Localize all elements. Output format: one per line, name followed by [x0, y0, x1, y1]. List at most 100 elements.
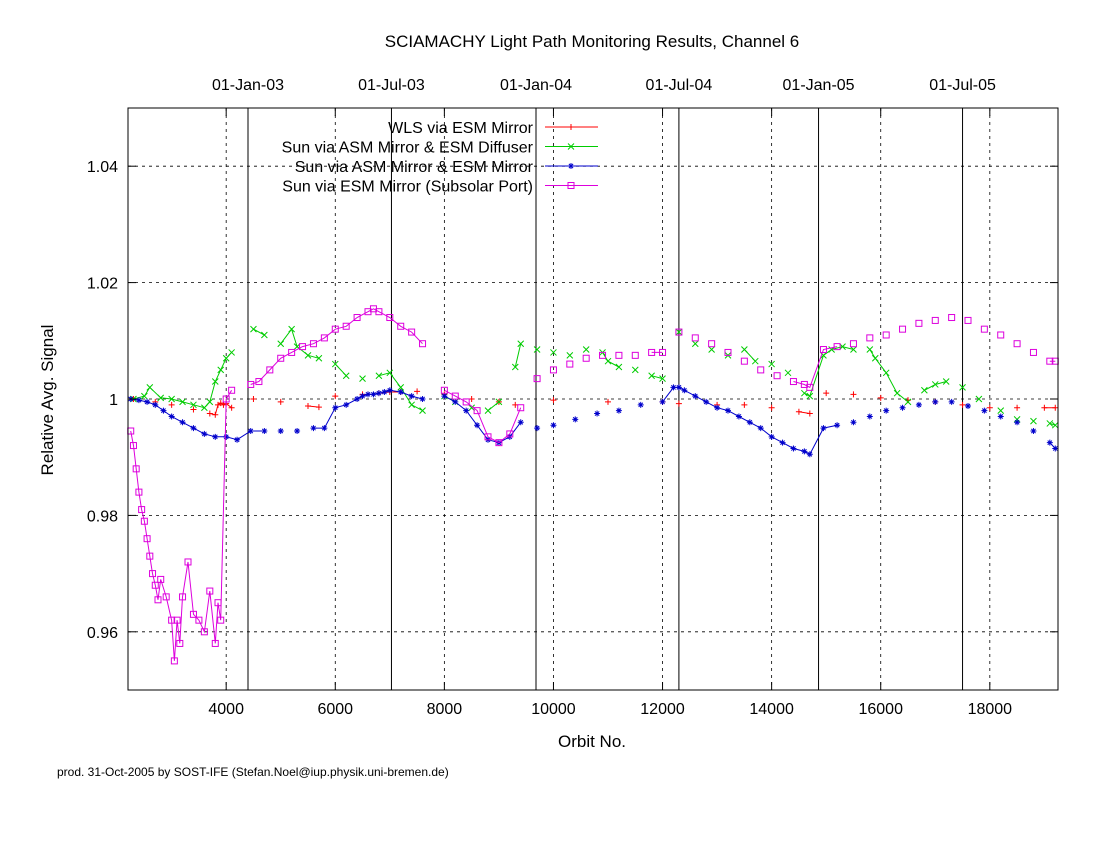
data-point	[740, 357, 748, 365]
data-point	[222, 395, 230, 403]
data-point	[463, 407, 470, 414]
data-point	[1046, 420, 1054, 427]
series-layer	[127, 305, 1059, 665]
data-point	[222, 354, 230, 362]
data-point	[751, 357, 759, 365]
data-point	[757, 425, 764, 432]
data-point	[408, 328, 416, 336]
data-point	[143, 535, 151, 543]
data-point	[375, 308, 383, 316]
data-point	[170, 657, 178, 665]
footer-credit: prod. 31-Oct-2005 by SOST-IFE (Stefan.No…	[57, 765, 449, 779]
data-point	[866, 346, 874, 353]
data-point	[440, 386, 448, 394]
data-point	[725, 407, 731, 414]
data-point	[201, 404, 208, 412]
data-point	[594, 410, 601, 417]
data-point	[365, 391, 371, 398]
data-point	[173, 616, 181, 624]
y-tick-label: 1.04	[87, 159, 118, 176]
data-point	[506, 430, 514, 438]
data-point	[877, 394, 884, 401]
data-point	[451, 392, 459, 400]
data-point	[850, 346, 857, 353]
data-point	[162, 593, 170, 601]
data-point	[1029, 348, 1037, 356]
x-tick-label: 6000	[317, 701, 353, 718]
legend-marker	[568, 124, 574, 130]
x-tick-label: 18000	[968, 701, 1013, 718]
data-point	[342, 372, 350, 380]
data-point	[850, 391, 857, 398]
data-point	[331, 360, 339, 368]
data-point	[964, 316, 972, 324]
data-point	[823, 390, 830, 397]
data-point	[168, 616, 176, 624]
data-point	[157, 575, 165, 583]
data-point	[151, 581, 159, 589]
data-point	[354, 396, 361, 402]
legend-label: Sun via ESM Mirror (Subsolar Port)	[282, 179, 533, 196]
data-point	[980, 325, 988, 333]
data-point	[883, 407, 890, 414]
data-point	[419, 396, 426, 402]
series-line	[130, 308, 1056, 661]
data-point	[549, 366, 557, 374]
data-point	[648, 348, 656, 356]
data-point	[234, 436, 241, 443]
x-axis-label: Orbit No.	[558, 732, 626, 751]
data-point	[691, 334, 699, 342]
series-group	[127, 305, 1059, 665]
data-point	[146, 384, 154, 391]
data-point	[190, 406, 197, 413]
data-point	[331, 325, 339, 333]
data-point	[305, 402, 311, 409]
data-point	[806, 451, 813, 458]
data-point	[277, 354, 285, 362]
data-point	[959, 384, 966, 391]
data-point	[1030, 417, 1037, 425]
data-point	[206, 587, 214, 595]
data-point	[795, 408, 802, 415]
data-point	[648, 372, 655, 380]
data-point	[915, 401, 922, 408]
data-point	[882, 369, 890, 377]
data-point	[882, 331, 890, 339]
legend-marker	[567, 143, 575, 150]
data-point	[140, 517, 148, 525]
data-point	[277, 428, 284, 435]
data-point	[462, 398, 470, 406]
data-point	[659, 398, 666, 405]
legend-label: Sun via ASM Mirror & ESM Diffuser	[282, 140, 534, 157]
series-group	[130, 325, 1059, 429]
y-axis-label: Relative Avg. Signal	[38, 325, 57, 476]
data-point	[261, 331, 268, 339]
data-point	[247, 380, 255, 388]
data-point	[375, 372, 383, 380]
data-point	[932, 398, 939, 405]
data-point	[168, 401, 175, 408]
data-point	[675, 400, 682, 407]
data-point	[212, 433, 219, 440]
data-point	[921, 386, 928, 394]
legend-label: Sun via ASM Mirror & ESM Mirror	[295, 159, 534, 176]
data-point	[779, 439, 786, 446]
data-point	[321, 425, 328, 432]
data-point	[220, 401, 227, 408]
data-point	[724, 348, 732, 356]
data-point	[1014, 404, 1021, 411]
data-point	[550, 422, 557, 429]
data-point	[605, 398, 611, 405]
data-point	[343, 401, 350, 408]
y-tick-label: 0.98	[87, 508, 118, 525]
data-point	[397, 322, 405, 330]
data-point	[261, 428, 268, 435]
data-point	[893, 389, 901, 397]
data-point	[184, 558, 192, 566]
data-point	[359, 393, 366, 400]
data-point	[637, 401, 644, 408]
data-point	[670, 384, 677, 391]
data-point	[757, 366, 765, 374]
top-date-label: 01-Jul-05	[929, 77, 996, 94]
data-point	[833, 343, 841, 351]
